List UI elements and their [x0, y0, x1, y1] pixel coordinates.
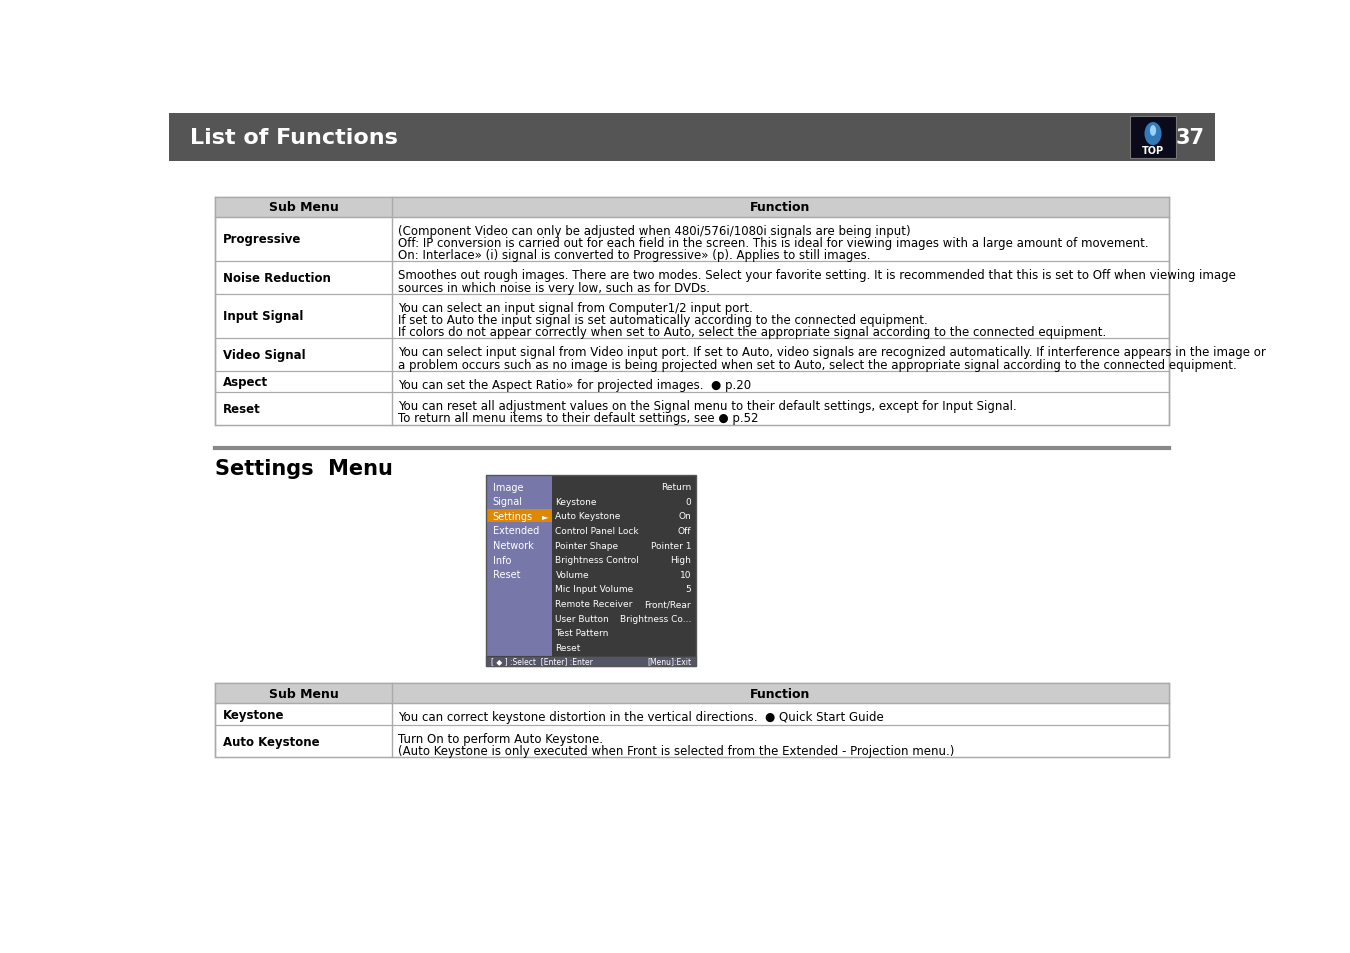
Text: You can set the Aspect Ratio» for projected images.  ● p.20: You can set the Aspect Ratio» for projec…: [398, 378, 751, 391]
Text: Keystone: Keystone: [555, 497, 597, 506]
Text: a problem occurs such as no image is being projected when set to Auto, select th: a problem occurs such as no image is bei…: [398, 358, 1237, 371]
Bar: [215, 683, 1169, 758]
Text: Settings: Settings: [493, 511, 533, 521]
Bar: [486, 476, 552, 656]
Text: 0: 0: [686, 497, 691, 506]
Text: If colors do not appear correctly when set to Auto, select the appropriate signa: If colors do not appear correctly when s…: [398, 326, 1106, 339]
Text: Aspect: Aspect: [223, 375, 269, 389]
Text: You can select input signal from Video input port. If set to Auto, video signals: You can select input signal from Video i…: [398, 346, 1266, 359]
Text: Reset: Reset: [493, 570, 520, 579]
Text: Settings  Menu: Settings Menu: [215, 459, 393, 479]
Text: To return all menu items to their default settings, see ● p.52: To return all menu items to their defaul…: [398, 412, 759, 425]
Text: Reset: Reset: [555, 643, 580, 652]
Text: Brightness Control: Brightness Control: [555, 556, 640, 564]
Text: You can reset all adjustment values on the Signal menu to their default settings: You can reset all adjustment values on t…: [398, 399, 1017, 413]
Text: [ ◆ ] :Select  [Enter] :Enter: [ ◆ ] :Select [Enter] :Enter: [491, 657, 593, 666]
Text: Extended: Extended: [493, 526, 539, 536]
Text: Test Pattern: Test Pattern: [555, 629, 609, 638]
Text: Keystone: Keystone: [223, 708, 285, 720]
Text: ►: ►: [543, 512, 548, 520]
Text: 10: 10: [679, 570, 691, 579]
Text: 5: 5: [686, 585, 691, 594]
Text: Auto Keystone: Auto Keystone: [223, 735, 320, 748]
Text: Off: Off: [678, 526, 691, 536]
Text: 37: 37: [1176, 129, 1204, 149]
Text: Remote Receiver: Remote Receiver: [555, 599, 633, 608]
Text: On: Interlace» (i) signal is converted to Progressive» (p). Applies to still ima: On: Interlace» (i) signal is converted t…: [398, 249, 871, 262]
Text: Smoothes out rough images. There are two modes. Select your favorite setting. It: Smoothes out rough images. There are two…: [398, 269, 1235, 282]
Text: Image: Image: [493, 482, 524, 492]
Bar: [169, 114, 1215, 162]
Bar: [215, 683, 1169, 703]
Text: Input Signal: Input Signal: [223, 310, 304, 323]
Text: User Button: User Button: [555, 614, 609, 623]
Text: You can select an input signal from Computer1/2 input port.: You can select an input signal from Comp…: [398, 301, 753, 314]
Text: Sub Menu: Sub Menu: [269, 687, 339, 700]
Text: Reset: Reset: [223, 402, 261, 416]
Text: Signal: Signal: [493, 497, 522, 507]
Bar: [487, 510, 552, 523]
Text: Control Panel Lock: Control Panel Lock: [555, 526, 639, 536]
Text: Function: Function: [749, 201, 810, 213]
Text: Return: Return: [662, 482, 691, 492]
Text: Function: Function: [749, 687, 810, 700]
Text: High: High: [670, 556, 691, 564]
Text: You can correct keystone distortion in the vertical directions.  ● Quick Start G: You can correct keystone distortion in t…: [398, 711, 883, 723]
Text: List of Functions: List of Functions: [190, 129, 398, 149]
Text: Mic Input Volume: Mic Input Volume: [555, 585, 633, 594]
Text: Sub Menu: Sub Menu: [269, 201, 339, 213]
Bar: [215, 197, 1169, 217]
Text: Volume: Volume: [555, 570, 589, 579]
Text: (Component Video can only be adjusted when 480i/576i/1080i signals are being inp: (Component Video can only be adjusted wh…: [398, 224, 910, 237]
Bar: [552, 476, 695, 656]
Text: Network: Network: [493, 540, 533, 551]
Text: Noise Reduction: Noise Reduction: [223, 272, 331, 285]
Bar: [215, 197, 1169, 425]
Ellipse shape: [1150, 126, 1156, 136]
Bar: [1130, 116, 1176, 159]
Text: [Menu]:Exit: [Menu]:Exit: [647, 657, 691, 666]
Text: Off: IP conversion is carried out for each field in the screen. This is ideal fo: Off: IP conversion is carried out for ea…: [398, 236, 1149, 250]
Text: sources in which noise is very low, such as for DVDs.: sources in which noise is very low, such…: [398, 281, 710, 294]
Text: Pointer 1: Pointer 1: [651, 541, 691, 550]
Ellipse shape: [1145, 123, 1161, 146]
Text: On: On: [678, 512, 691, 520]
Text: Pointer Shape: Pointer Shape: [555, 541, 618, 550]
Text: Turn On to perform Auto Keystone.: Turn On to perform Auto Keystone.: [398, 732, 603, 745]
Text: Progressive: Progressive: [223, 233, 301, 246]
Text: TOP: TOP: [1142, 147, 1164, 156]
Text: Video Signal: Video Signal: [223, 349, 305, 361]
Text: Auto Keystone: Auto Keystone: [555, 512, 621, 520]
Text: (Auto Keystone is only executed when Front is selected from the Extended - Proje: (Auto Keystone is only executed when Fro…: [398, 744, 954, 758]
Text: If set to Auto the input signal is set automatically according to the connected : If set to Auto the input signal is set a…: [398, 314, 927, 327]
Bar: [486, 656, 695, 667]
Bar: [486, 476, 695, 667]
Text: Info: Info: [493, 555, 512, 565]
Text: Brightness Co...: Brightness Co...: [620, 614, 691, 623]
Text: Front/Rear: Front/Rear: [644, 599, 691, 608]
